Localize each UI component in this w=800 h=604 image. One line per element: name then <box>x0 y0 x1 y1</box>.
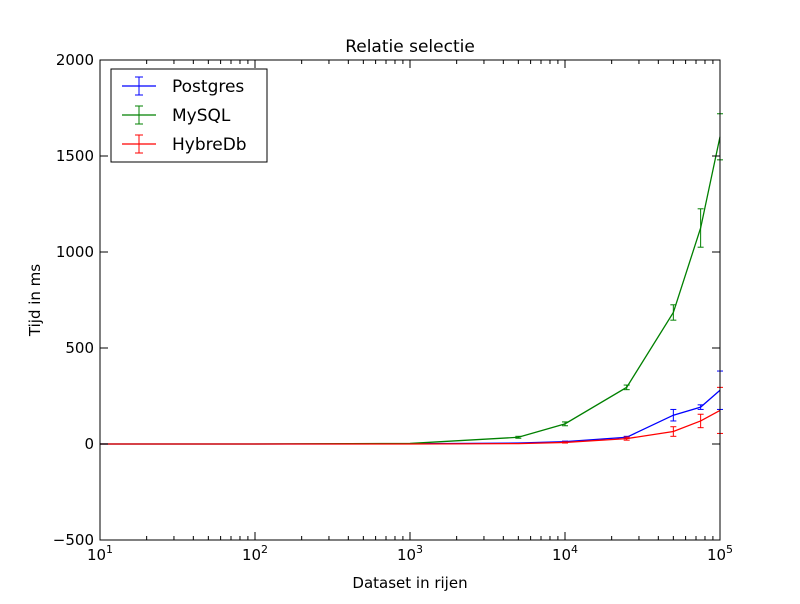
y-tick-label: 500 <box>65 339 94 357</box>
legend-item: MySQL <box>122 105 231 126</box>
chart-title: Relatie selectie <box>345 37 475 57</box>
y-tick-label: 0 <box>84 435 94 453</box>
y-tick-label: 2000 <box>56 51 94 69</box>
legend-label: HybreDb <box>172 135 247 155</box>
x-tick-label-exponent: 1 <box>106 543 113 556</box>
x-tick-label: 105 <box>707 543 733 564</box>
x-tick-label-exponent: 2 <box>261 543 268 556</box>
legend-label: MySQL <box>172 106 231 126</box>
legend-item: Postgres <box>122 76 244 97</box>
plot-frame <box>99 59 721 541</box>
legend-label: Postgres <box>172 77 244 97</box>
x-tick-label: 101 <box>87 543 113 564</box>
y-axis-label: Tijd in ms <box>26 264 44 337</box>
x-tick-label: 104 <box>552 543 578 564</box>
x-tick-label-exponent: 5 <box>726 543 733 556</box>
y-tick-label: 1500 <box>56 147 94 165</box>
x-tick-label: 103 <box>397 543 423 564</box>
x-axis-label: Dataset in rijen <box>352 574 467 592</box>
x-tick-label-base: 10 <box>552 546 571 564</box>
x-tick-label-base: 10 <box>397 546 416 564</box>
y-tick-label: −500 <box>53 531 94 549</box>
x-tick-label-exponent: 3 <box>416 543 423 556</box>
y-tick-label: 1000 <box>56 243 94 261</box>
x-tick-label-base: 10 <box>242 546 261 564</box>
x-tick-label-exponent: 4 <box>571 543 578 556</box>
x-tick-label-base: 10 <box>707 546 726 564</box>
x-tick-label-base: 10 <box>87 546 106 564</box>
legend: Postgres MySQL HybreDb <box>110 68 268 163</box>
x-tick-label: 102 <box>242 543 268 564</box>
legend-item: HybreDb <box>122 134 247 155</box>
